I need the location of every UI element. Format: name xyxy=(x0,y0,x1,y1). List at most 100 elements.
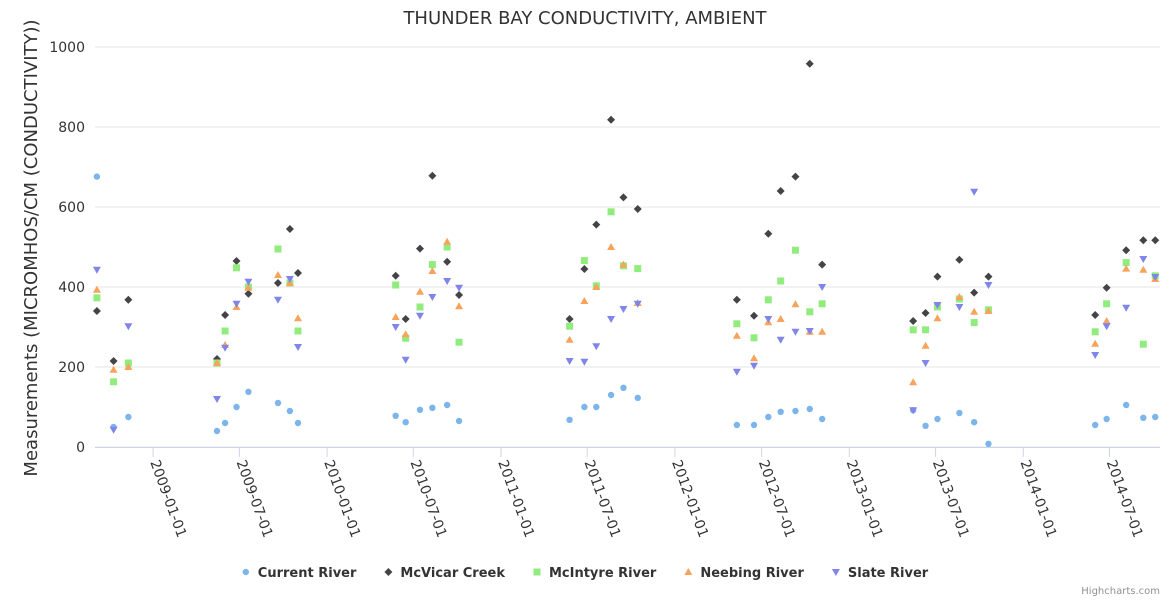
data-point-neebing-river[interactable] xyxy=(1139,265,1148,273)
data-point-neebing-river[interactable] xyxy=(791,300,800,308)
data-point-neebing-river[interactable] xyxy=(818,327,827,335)
data-point-mcvicar-creek[interactable] xyxy=(401,315,410,323)
data-point-mcvicar-creek[interactable] xyxy=(970,288,979,297)
data-point-mcintyre-river[interactable] xyxy=(634,265,642,273)
data-point-neebing-river[interactable] xyxy=(428,267,437,274)
data-point-mcintyre-river[interactable] xyxy=(970,319,978,327)
data-point-slate-river[interactable] xyxy=(565,358,574,365)
data-point-mcintyre-river[interactable] xyxy=(566,322,574,330)
data-point-slate-river[interactable] xyxy=(580,358,589,366)
data-point-mcvicar-creek[interactable] xyxy=(92,307,101,315)
data-point-current-river[interactable] xyxy=(806,405,813,413)
data-point-current-river[interactable] xyxy=(620,384,627,391)
data-point-neebing-river[interactable] xyxy=(732,331,741,339)
legend-symbol[interactable] xyxy=(831,569,840,576)
data-point-neebing-river[interactable] xyxy=(933,314,942,322)
data-point-mcvicar-creek[interactable] xyxy=(285,225,294,233)
data-point-neebing-river[interactable] xyxy=(607,243,616,250)
data-point-mcintyre-river[interactable] xyxy=(110,378,118,386)
data-point-mcvicar-creek[interactable] xyxy=(391,271,400,280)
data-point-mcintyre-river[interactable] xyxy=(428,261,436,269)
data-point-mcvicar-creek[interactable] xyxy=(607,115,616,124)
data-point-neebing-river[interactable] xyxy=(401,330,410,338)
data-point-current-river[interactable] xyxy=(818,415,826,423)
data-point-mcvicar-creek[interactable] xyxy=(1091,311,1100,319)
data-point-slate-river[interactable] xyxy=(970,188,979,196)
data-point-mcvicar-creek[interactable] xyxy=(776,187,785,195)
data-point-mcintyre-river[interactable] xyxy=(607,208,615,216)
legend-item-neebing-river[interactable]: Neebing River xyxy=(684,566,804,581)
data-point-mcintyre-river[interactable] xyxy=(443,243,451,251)
data-point-mcvicar-creek[interactable] xyxy=(805,59,814,68)
data-point-current-river[interactable] xyxy=(733,421,741,429)
data-point-mcintyre-river[interactable] xyxy=(221,327,229,335)
legend-item-mcintyre-river[interactable]: McIntyre River xyxy=(533,566,657,581)
data-point-slate-river[interactable] xyxy=(732,368,741,376)
data-point-mcvicar-creek[interactable] xyxy=(428,171,437,180)
data-point-neebing-river[interactable] xyxy=(273,271,282,278)
data-point-neebing-river[interactable] xyxy=(592,283,601,290)
data-point-slate-river[interactable] xyxy=(592,343,601,351)
data-point-neebing-river[interactable] xyxy=(293,314,302,322)
data-point-mcintyre-river[interactable] xyxy=(1122,259,1130,267)
data-point-slate-river[interactable] xyxy=(1102,323,1111,331)
data-point-slate-river[interactable] xyxy=(232,300,241,308)
data-point-mcintyre-river[interactable] xyxy=(777,277,785,285)
data-point-mcvicar-creek[interactable] xyxy=(909,317,918,325)
data-point-current-river[interactable] xyxy=(1103,415,1110,423)
data-point-mcvicar-creek[interactable] xyxy=(565,315,574,323)
data-point-current-river[interactable] xyxy=(985,440,992,447)
legend-symbol[interactable] xyxy=(533,568,541,576)
data-point-slate-river[interactable] xyxy=(764,316,773,323)
data-point-neebing-river[interactable] xyxy=(955,293,964,300)
data-point-slate-river[interactable] xyxy=(428,294,437,301)
data-point-current-river[interactable] xyxy=(429,404,436,411)
data-point-mcvicar-creek[interactable] xyxy=(1102,283,1111,292)
data-point-current-river[interactable] xyxy=(750,421,758,429)
data-point-neebing-river[interactable] xyxy=(565,335,574,343)
data-point-current-river[interactable] xyxy=(934,415,941,423)
data-point-current-river[interactable] xyxy=(286,407,294,415)
legend-item-slate-river[interactable]: Slate River xyxy=(831,566,929,581)
data-point-current-river[interactable] xyxy=(566,416,573,423)
data-point-current-river[interactable] xyxy=(392,412,399,419)
data-point-mcvicar-creek[interactable] xyxy=(750,311,759,320)
data-point-mcintyre-river[interactable] xyxy=(733,320,741,328)
data-point-current-river[interactable] xyxy=(1152,413,1159,421)
data-point-current-river[interactable] xyxy=(922,422,929,429)
data-point-slate-river[interactable] xyxy=(1122,304,1131,312)
legend-symbol[interactable] xyxy=(242,568,249,576)
data-point-current-river[interactable] xyxy=(607,391,615,399)
data-point-mcvicar-creek[interactable] xyxy=(455,291,464,299)
data-point-current-river[interactable] xyxy=(125,413,132,421)
data-point-slate-river[interactable] xyxy=(776,336,785,344)
data-point-current-river[interactable] xyxy=(455,417,463,425)
legend-symbol[interactable] xyxy=(684,568,693,575)
data-point-mcvicar-creek[interactable] xyxy=(818,260,827,269)
data-point-slate-river[interactable] xyxy=(818,284,827,291)
data-point-current-river[interactable] xyxy=(956,409,963,417)
data-point-slate-river[interactable] xyxy=(244,278,253,286)
data-point-slate-river[interactable] xyxy=(607,316,616,323)
data-point-neebing-river[interactable] xyxy=(984,307,993,314)
data-point-mcintyre-river[interactable] xyxy=(402,334,410,342)
data-point-current-river[interactable] xyxy=(245,388,252,395)
data-point-mcvicar-creek[interactable] xyxy=(933,272,942,281)
data-point-mcvicar-creek[interactable] xyxy=(955,255,964,264)
data-point-slate-river[interactable] xyxy=(109,426,118,434)
data-point-neebing-river[interactable] xyxy=(776,315,785,322)
data-point-mcintyre-river[interactable] xyxy=(909,326,917,334)
data-point-neebing-river[interactable] xyxy=(921,341,930,349)
data-point-mcvicar-creek[interactable] xyxy=(221,311,230,319)
data-point-mcintyre-river[interactable] xyxy=(124,359,132,367)
data-point-neebing-river[interactable] xyxy=(1122,264,1131,272)
data-point-neebing-river[interactable] xyxy=(750,354,759,362)
data-point-current-river[interactable] xyxy=(1122,401,1130,409)
data-point-current-river[interactable] xyxy=(1091,421,1099,429)
data-point-current-river[interactable] xyxy=(233,403,240,411)
data-point-mcvicar-creek[interactable] xyxy=(232,257,241,265)
data-point-neebing-river[interactable] xyxy=(92,285,101,293)
data-point-mcvicar-creek[interactable] xyxy=(764,229,773,238)
data-point-neebing-river[interactable] xyxy=(1091,339,1100,347)
data-point-neebing-river[interactable] xyxy=(124,363,133,370)
